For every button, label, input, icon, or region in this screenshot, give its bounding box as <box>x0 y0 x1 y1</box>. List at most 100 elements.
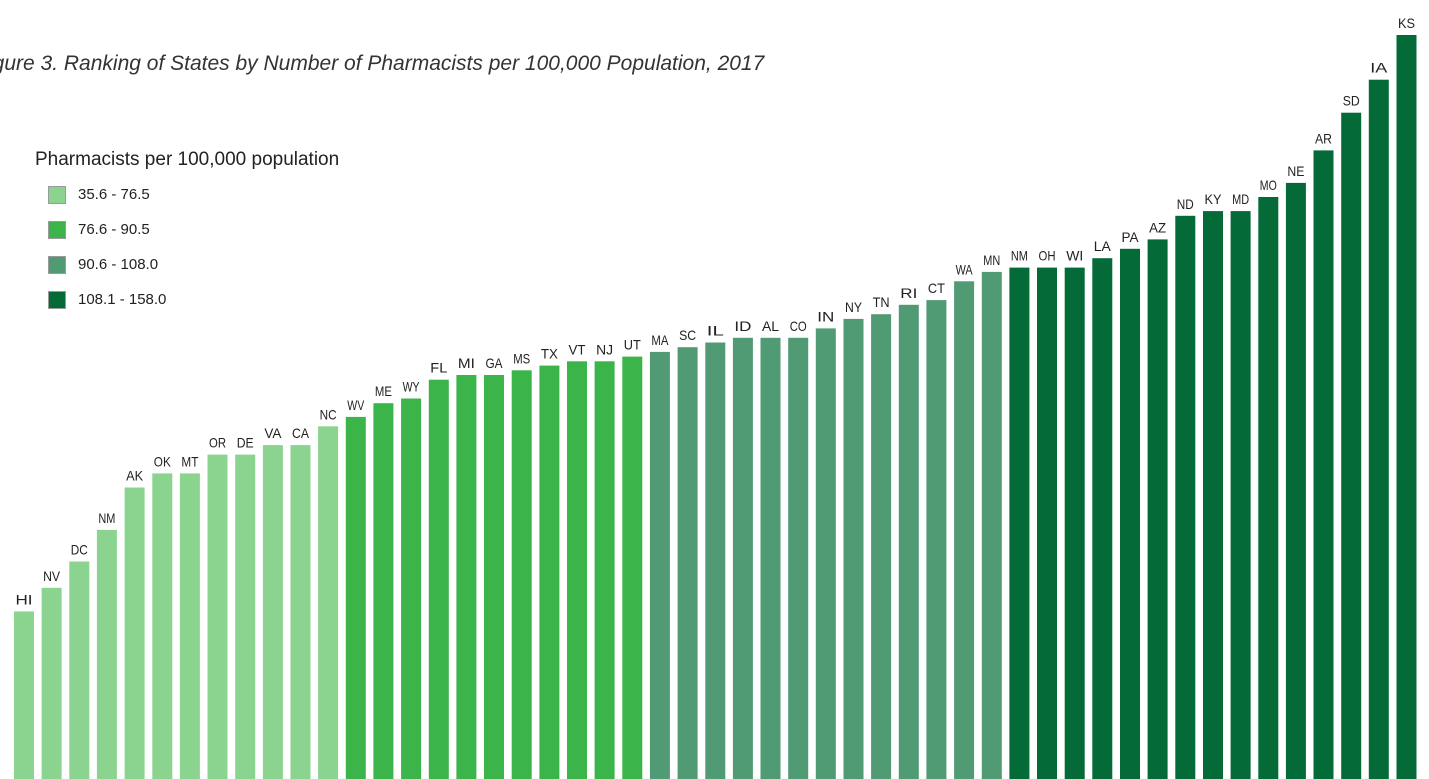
bar-ok-5 <box>152 473 173 779</box>
bar-label-nj-21: NJ <box>596 341 613 357</box>
bar-label-az-41: AZ <box>1149 219 1166 235</box>
bar-label-wy-14: WY <box>403 379 420 395</box>
bar-label-md-44: MD <box>1232 191 1249 207</box>
bar-label-ks-50: KS <box>1398 15 1415 31</box>
bar-label-tn-31: TN <box>873 294 890 310</box>
bar-ma-23 <box>649 351 670 779</box>
bar-label-pa-40: PA <box>1122 229 1140 245</box>
bar-label-ut-22: UT <box>624 337 641 353</box>
bar-or-7 <box>207 454 228 779</box>
legend-swatch-range-3 <box>48 255 66 274</box>
bar-de-8 <box>235 454 256 779</box>
figure-title: igure 3. Ranking of States by Number of … <box>0 52 765 75</box>
bar-label-nc-11: NC <box>320 406 337 422</box>
legend-swatch-range-4 <box>48 290 66 309</box>
bar-tx-19 <box>539 365 560 779</box>
bar-label-ok-5: OK <box>154 453 172 469</box>
legend-item-range-4: 108.1 - 158.0 <box>48 282 339 317</box>
legend-title: Pharmacists per 100,000 population <box>35 149 340 170</box>
bar-co-28 <box>788 337 809 779</box>
bar-mi-16 <box>456 375 477 779</box>
bar-ga-17 <box>484 375 504 779</box>
bar-label-sc-24: SC <box>679 327 696 343</box>
bar-sc-24 <box>677 347 698 779</box>
bar-label-va-9: VA <box>264 425 282 441</box>
bar-ct-33 <box>926 300 947 779</box>
bar-ky-43 <box>1203 211 1223 779</box>
bar-ia-49 <box>1368 79 1389 779</box>
bar-tn-31 <box>871 314 892 779</box>
bar-mt-6 <box>179 473 200 779</box>
legend: Pharmacists per 100,000 population 35.6 … <box>35 149 339 317</box>
bar-label-hi-0: HI <box>16 591 33 607</box>
legend-label-range-4: 108.1 - 158.0 <box>78 291 167 308</box>
bar-ri-32 <box>898 304 919 779</box>
bar-label-ny-30: NY <box>845 299 863 315</box>
bar-label-id-26: ID <box>734 318 751 334</box>
bar-label-ne-46: NE <box>1287 163 1304 179</box>
bar-label-ar-47: AR <box>1315 130 1332 146</box>
bar-az-41 <box>1147 239 1168 779</box>
bar-wi-38 <box>1064 267 1085 779</box>
bar-label-fl-15: FL <box>430 360 447 376</box>
bar-al-27 <box>760 337 781 779</box>
legend-label-range-2: 76.6 - 90.5 <box>78 221 150 238</box>
bar-va-9 <box>262 445 283 779</box>
bar-label-mt-6: MT <box>181 453 198 469</box>
bar-nd-42 <box>1175 215 1196 779</box>
bar-label-ct-33: CT <box>928 280 945 296</box>
bar-ny-30 <box>843 318 864 779</box>
bar-label-co-28: CO <box>790 318 807 334</box>
bar-label-al-27: AL <box>762 318 779 334</box>
bar-label-nm-36: NM <box>1011 248 1028 264</box>
bar-ks-50 <box>1396 35 1417 779</box>
bar-id-26 <box>732 337 753 779</box>
bar-wv-12 <box>345 416 366 779</box>
bar-label-nd-42: ND <box>1177 196 1194 212</box>
bar-md-44 <box>1230 211 1251 779</box>
bar-nm-36 <box>1009 267 1030 779</box>
bar-la-39 <box>1092 258 1113 779</box>
bar-dc-2 <box>69 561 90 779</box>
bar-ar-47 <box>1313 150 1334 779</box>
bar-nj-21 <box>594 361 615 779</box>
legend-label-range-3: 90.6 - 108.0 <box>78 256 159 273</box>
bar-ne-46 <box>1285 182 1306 779</box>
bar-label-me-13: ME <box>375 383 392 399</box>
bar-ut-22 <box>622 356 643 779</box>
legend-item-range-3: 90.6 - 108.0 <box>48 247 339 282</box>
bar-vt-20 <box>567 361 587 779</box>
bar-label-sd-48: SD <box>1343 93 1360 109</box>
bar-label-tx-19: TX <box>541 346 559 362</box>
bar-ms-18 <box>511 370 532 779</box>
bar-label-vt-20: VT <box>569 341 586 357</box>
bar-mn-35 <box>981 271 1002 779</box>
bar-label-nv-1: NV <box>43 568 61 584</box>
legend-item-range-2: 76.6 - 90.5 <box>48 212 339 247</box>
bar-label-wi-38: WI <box>1066 248 1083 264</box>
bar-mo-45 <box>1258 197 1279 779</box>
legend-item-range-1: 35.6 - 76.5 <box>48 177 339 212</box>
bar-in-29 <box>815 328 836 779</box>
bar-hi-0 <box>14 611 34 779</box>
bar-nm-3 <box>96 529 117 779</box>
bar-ca-10 <box>290 445 311 779</box>
bar-label-ia-49: IA <box>1370 60 1388 76</box>
bar-label-mn-35: MN <box>983 252 1000 268</box>
bar-label-ga-17: GA <box>486 355 504 371</box>
legend-swatch-range-2 <box>48 220 66 239</box>
bar-label-ky-43: KY <box>1205 191 1223 207</box>
bar-label-il-25: IL <box>707 323 724 339</box>
bar-label-mo-45: MO <box>1260 177 1277 193</box>
bar-wa-34 <box>954 281 975 779</box>
bar-label-or-7: OR <box>209 435 226 451</box>
bar-nv-1 <box>41 587 62 779</box>
bar-wy-14 <box>401 398 422 779</box>
bar-pa-40 <box>1120 248 1140 779</box>
bar-label-ca-10: CA <box>292 425 310 441</box>
bar-nc-11 <box>318 426 339 779</box>
bar-fl-15 <box>428 379 449 779</box>
bar-me-13 <box>373 403 394 779</box>
bar-label-ma-23: MA <box>651 332 669 348</box>
